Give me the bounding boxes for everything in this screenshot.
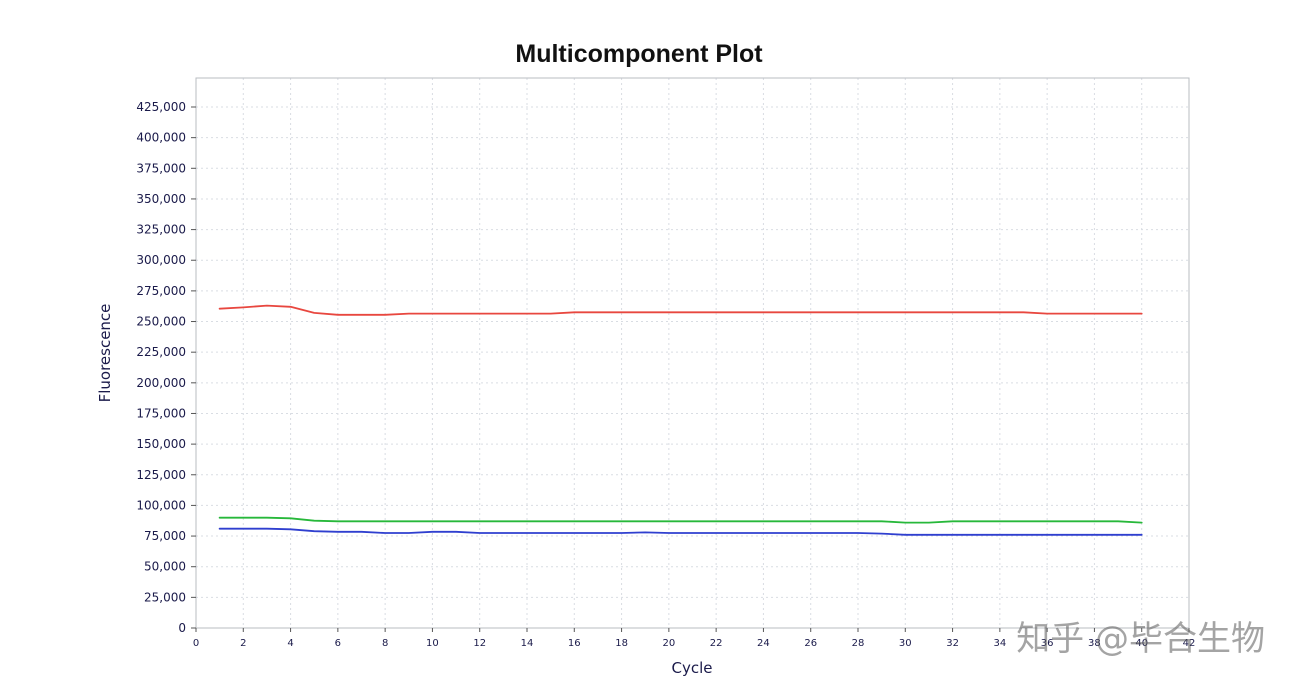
- watermark-text: 知乎 @毕合生物: [1016, 619, 1265, 659]
- x-tick-label: 4: [287, 638, 293, 649]
- y-tick-label: 225,000: [136, 345, 186, 359]
- series-line-3: [218, 527, 1143, 536]
- y-tick-label: 275,000: [136, 284, 186, 298]
- x-axis-label: Cycle: [672, 659, 713, 677]
- x-tick-label: 8: [382, 638, 388, 649]
- x-tick-label: 12: [473, 638, 486, 649]
- y-tick-label: 25,000: [144, 590, 186, 604]
- y-tick-label: 325,000: [136, 223, 186, 237]
- y-tick-label: 425,000: [136, 100, 186, 114]
- y-tick-label: 100,000: [136, 498, 186, 512]
- x-tick-label: 30: [899, 638, 912, 649]
- x-tick-label: 22: [710, 638, 723, 649]
- y-tick-label: 350,000: [136, 192, 186, 206]
- y-tick-label: 250,000: [136, 315, 186, 329]
- y-tick-label: 75,000: [144, 529, 186, 543]
- chart-title: Multicomponent Plot: [515, 40, 763, 68]
- grid-lines: [196, 78, 1189, 628]
- y-tick-label: 50,000: [144, 560, 186, 574]
- series-line-2: [218, 516, 1143, 524]
- y-tick-label: 375,000: [136, 161, 186, 175]
- x-tick-label: 32: [946, 638, 959, 649]
- x-axis-ticks: 0 2 4 6 8 10 12 14 16 18 20 22 24 26 28 30 32 34 36 38 40 42: [193, 628, 1196, 649]
- x-tick-label: 28: [852, 638, 865, 649]
- x-tick-label: 40: [1135, 638, 1148, 649]
- x-tick-label: 18: [615, 638, 628, 649]
- series-line-1: [218, 304, 1143, 316]
- y-tick-label: 125,000: [136, 468, 186, 482]
- y-tick-label: 175,000: [136, 406, 186, 420]
- x-tick-label: 2: [240, 638, 246, 649]
- x-tick-label: 14: [521, 638, 534, 649]
- y-tick-label: 400,000: [136, 131, 186, 145]
- y-tick-label: 300,000: [136, 253, 186, 267]
- plot-frame: [195, 77, 1190, 629]
- series-lines: [218, 304, 1143, 536]
- x-tick-label: 26: [804, 638, 817, 649]
- x-tick-label: 0: [193, 638, 199, 649]
- x-tick-label: 6: [335, 638, 341, 649]
- y-tick-label: 200,000: [136, 376, 186, 390]
- x-tick-label: 10: [426, 638, 439, 649]
- y-axis-label: Fluorescence: [96, 304, 114, 403]
- x-tick-label: 34: [993, 638, 1006, 649]
- x-tick-label: 16: [568, 638, 581, 649]
- x-tick-label: 24: [757, 638, 770, 649]
- y-axis-ticks: 0 25,000 50,000 75,000 100,000 125,000 150,000…: [136, 100, 196, 635]
- x-tick-label: 42: [1183, 638, 1196, 649]
- x-tick-label: 20: [662, 638, 675, 649]
- x-tick-label: 36: [1041, 638, 1054, 649]
- y-tick-label: 0: [178, 621, 186, 635]
- x-tick-label: 38: [1088, 638, 1101, 649]
- y-tick-label: 150,000: [136, 437, 186, 451]
